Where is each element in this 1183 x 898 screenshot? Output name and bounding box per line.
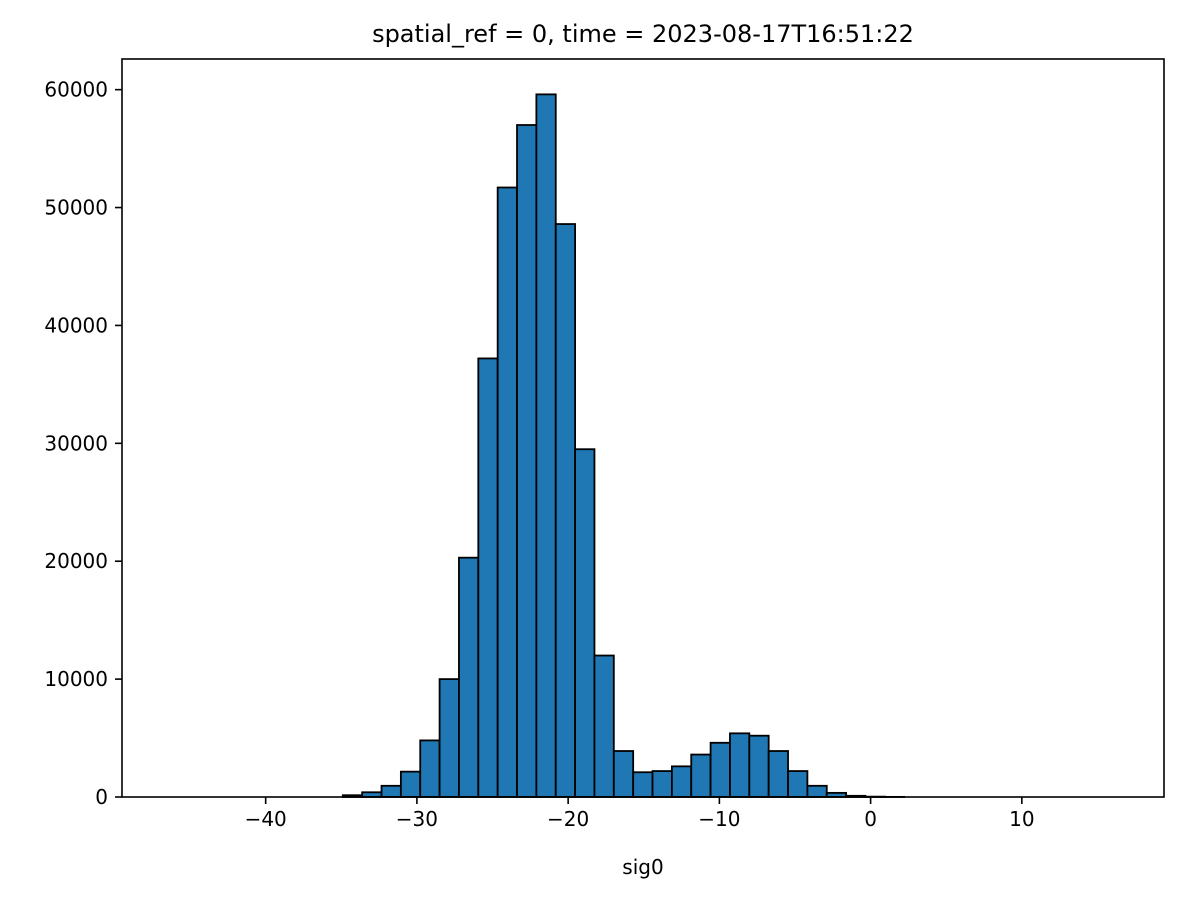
histogram-bar — [438, 678, 460, 798]
histogram-bar — [516, 124, 538, 798]
histogram-bar — [477, 357, 499, 798]
y-tick-label: 30000 — [44, 431, 108, 455]
histogram-bar — [651, 770, 673, 798]
y-tick-label: 0 — [95, 785, 108, 809]
histogram-bar — [729, 732, 751, 798]
histogram-bar — [612, 750, 635, 798]
histogram-bar — [632, 771, 654, 798]
x-tick-label: 10 — [1009, 807, 1034, 831]
histogram-bar — [593, 654, 615, 798]
histogram-bars — [341, 93, 906, 798]
y-tick-label: 20000 — [44, 549, 108, 573]
x-tick-label: −10 — [698, 807, 740, 831]
x-tick-label: −40 — [245, 807, 287, 831]
y-tick-label: 50000 — [44, 196, 108, 220]
histogram-bar — [690, 753, 712, 798]
chart-title: spatial_ref = 0, time = 2023-08-17T16:51… — [372, 20, 914, 48]
x-tick-label: −30 — [396, 807, 438, 831]
plot-frame — [121, 58, 1165, 798]
y-axis-ticks: 0 10000 20000 30000 40000 50000 60000 — [44, 78, 122, 809]
histogram-bar — [806, 784, 828, 798]
histogram-bar — [554, 223, 576, 798]
histogram-bar — [709, 741, 731, 798]
y-tick-label: 10000 — [44, 667, 108, 691]
histogram-bar — [399, 770, 422, 798]
histogram-bar — [574, 448, 596, 798]
histogram-bar — [419, 739, 441, 798]
x-axis-label: sig0 — [622, 855, 663, 879]
histogram-bar — [748, 734, 770, 798]
y-tick-label: 40000 — [44, 313, 108, 337]
histogram-bar — [496, 186, 518, 798]
x-axis-ticks: −40 −30 −20 −10 0 10 — [245, 797, 1035, 831]
histogram-bar — [458, 556, 480, 798]
histogram-bar — [787, 770, 809, 798]
histogram-bar — [767, 750, 789, 798]
histogram-bar — [380, 784, 402, 798]
histogram-bar — [670, 765, 693, 798]
x-tick-label: −20 — [547, 807, 589, 831]
histogram-bar — [535, 93, 557, 798]
y-tick-label: 60000 — [44, 78, 108, 102]
x-tick-label: 0 — [864, 807, 877, 831]
